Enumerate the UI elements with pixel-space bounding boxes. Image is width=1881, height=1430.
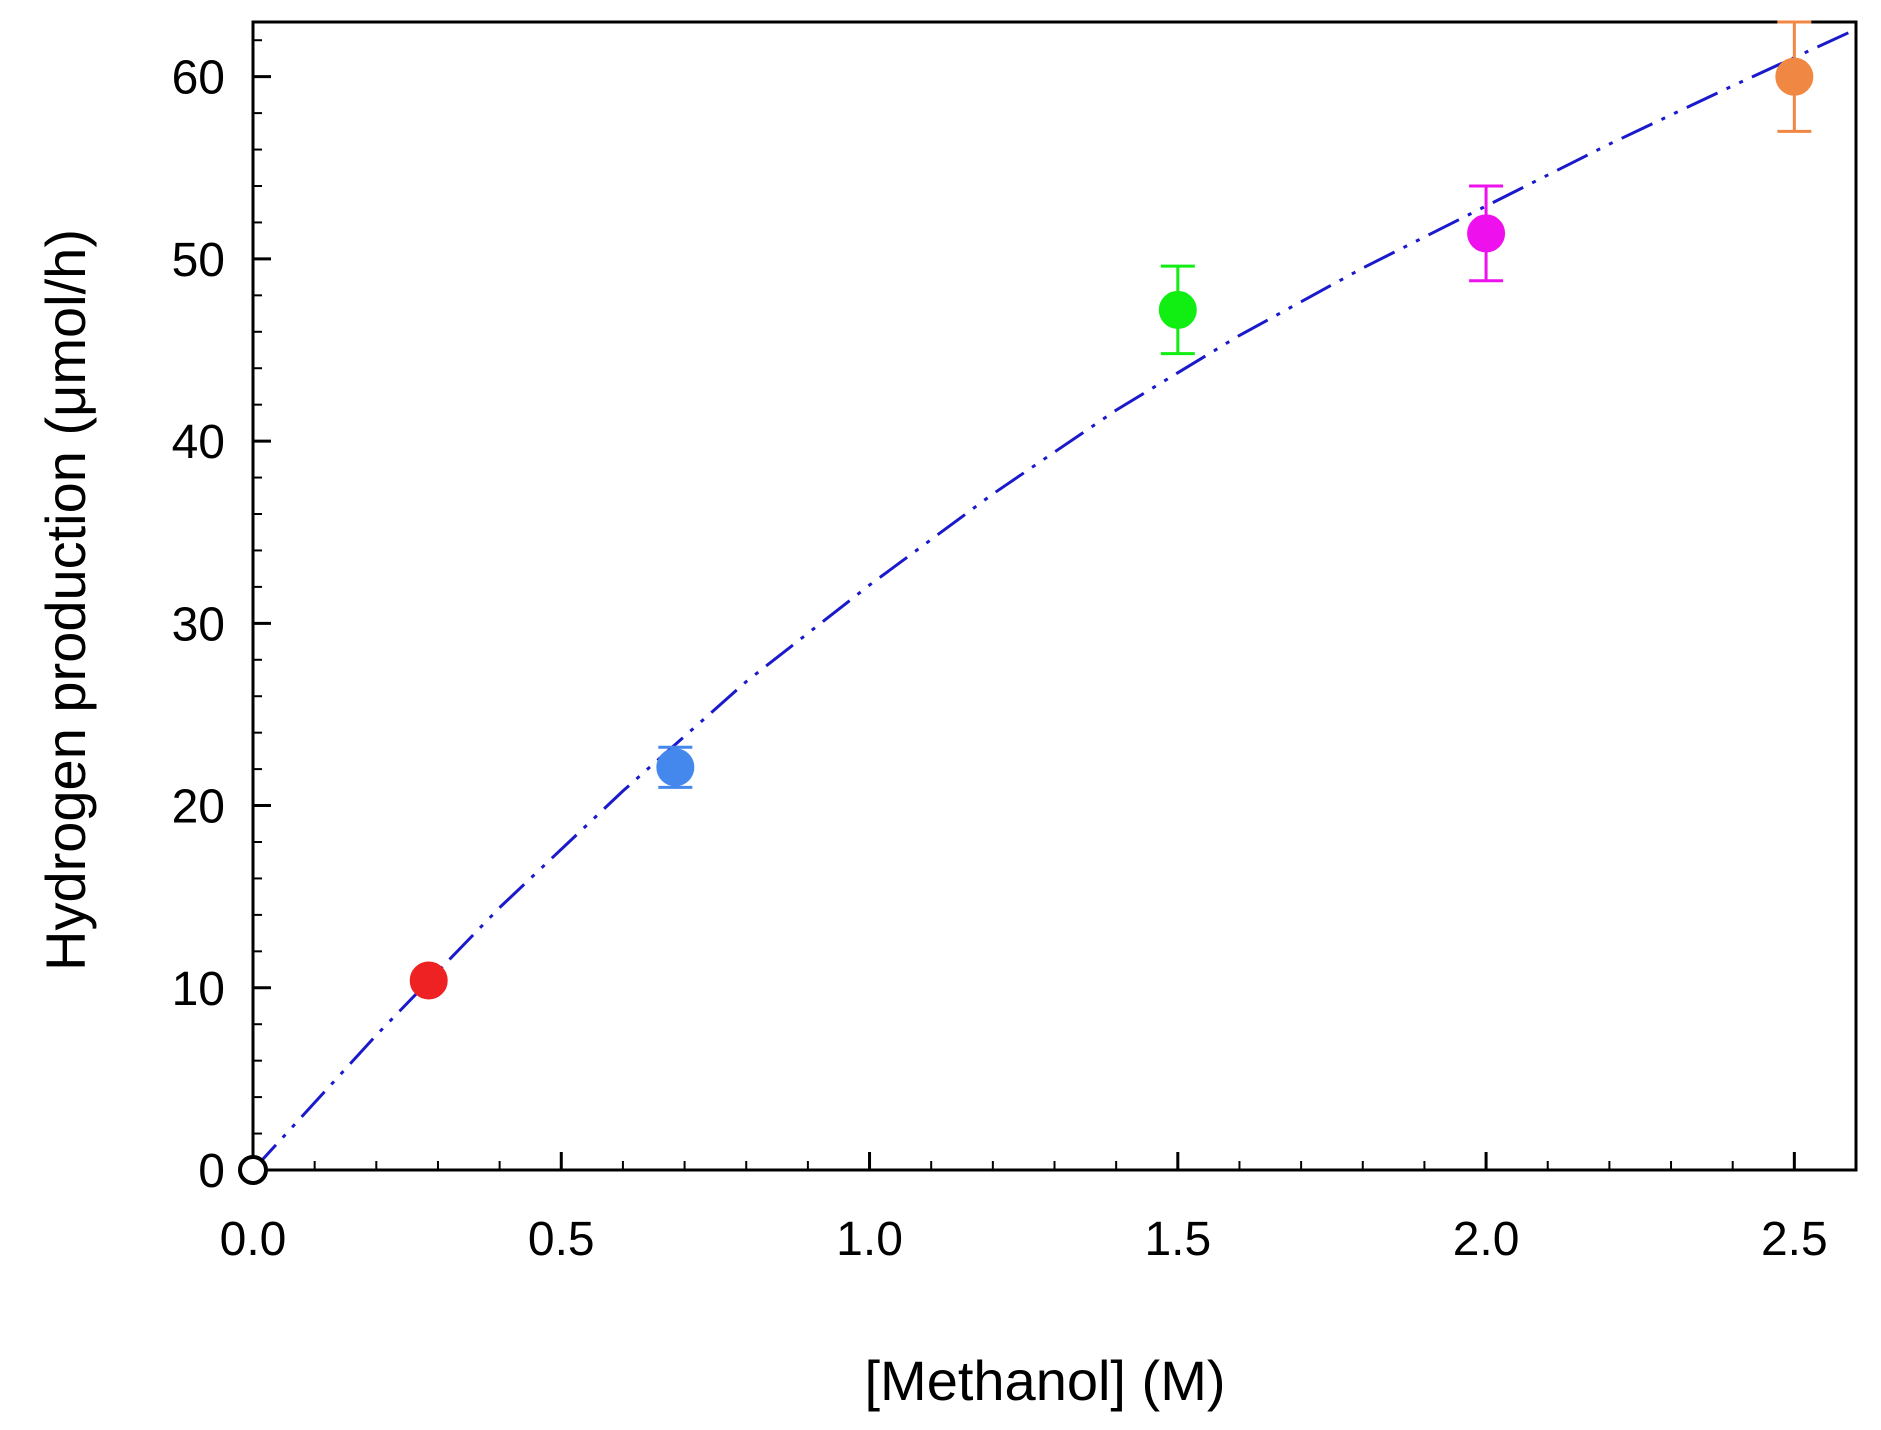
plot-frame (251, 20, 1858, 1172)
fit-curve (251, 27, 1857, 1172)
data-point (656, 748, 695, 787)
y-tick-label: 30 (172, 598, 225, 651)
y-tick-label: 40 (172, 416, 225, 469)
x-tick-label: 0.0 (220, 1213, 287, 1266)
axis-ticks-group (251, 39, 1796, 1172)
y-tick-label: 60 (172, 52, 225, 105)
x-tick-label: 2.0 (1453, 1213, 1520, 1266)
tick-labels-group: 0.0 0.5 1.0 1.5 2.0 2.5 0 10 20 30 40 50 60 (172, 52, 1828, 1266)
data-point (1158, 290, 1197, 329)
data-point (238, 1155, 268, 1185)
fit-curve-group (251, 27, 1857, 1172)
data-point (1467, 214, 1506, 253)
x-tick-label: 1.5 (1144, 1213, 1211, 1266)
y-tick-label: 50 (172, 234, 225, 287)
data-points-group (238, 20, 1814, 1185)
y-axis-title: Hydrogen production (μmol/h) (34, 229, 97, 971)
y-tick-label: 10 (172, 963, 225, 1016)
plot-frame-group (251, 20, 1858, 1172)
data-point (1775, 57, 1814, 96)
y-tick-label: 0 (198, 1145, 225, 1198)
x-axis-title: [Methanol] (M) (865, 1349, 1226, 1412)
x-tick-label: 2.5 (1761, 1213, 1828, 1266)
data-point (409, 961, 448, 1000)
x-tick-label: 1.0 (836, 1213, 903, 1266)
y-tick-label: 20 (172, 781, 225, 834)
x-tick-label: 0.5 (528, 1213, 595, 1266)
